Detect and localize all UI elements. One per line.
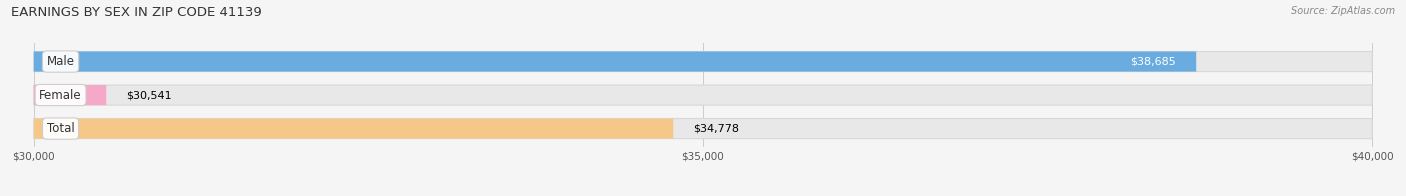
FancyBboxPatch shape bbox=[34, 52, 1197, 72]
Text: $30,541: $30,541 bbox=[127, 90, 172, 100]
FancyBboxPatch shape bbox=[34, 119, 673, 139]
Text: Total: Total bbox=[46, 122, 75, 135]
Text: EARNINGS BY SEX IN ZIP CODE 41139: EARNINGS BY SEX IN ZIP CODE 41139 bbox=[11, 6, 262, 19]
Text: Female: Female bbox=[39, 89, 82, 102]
Text: $38,685: $38,685 bbox=[1130, 57, 1177, 67]
FancyBboxPatch shape bbox=[34, 52, 1372, 72]
FancyBboxPatch shape bbox=[34, 85, 107, 105]
Text: Male: Male bbox=[46, 55, 75, 68]
Text: Source: ZipAtlas.com: Source: ZipAtlas.com bbox=[1291, 6, 1395, 16]
Text: $34,778: $34,778 bbox=[693, 123, 740, 133]
FancyBboxPatch shape bbox=[34, 85, 1372, 105]
FancyBboxPatch shape bbox=[34, 119, 1372, 139]
